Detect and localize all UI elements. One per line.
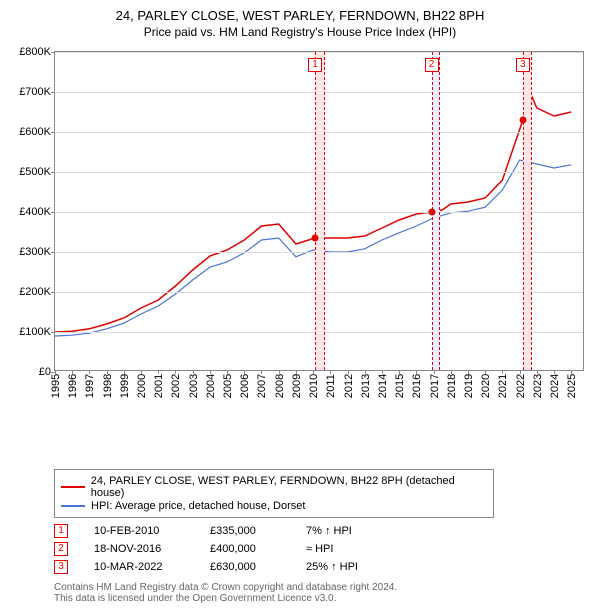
- footer-line2: This data is licensed under the Open Gov…: [54, 593, 554, 604]
- xtick-label: 2011: [321, 374, 337, 398]
- ytick-mark: [51, 292, 55, 293]
- sales-row: 2 18-NOV-2016 £400,000 ≈ HPI: [54, 542, 592, 556]
- ytick-mark: [51, 172, 55, 173]
- sale-price: £630,000: [210, 561, 280, 573]
- sale-date: 10-MAR-2022: [94, 561, 184, 573]
- sale-dot: [519, 117, 526, 124]
- chart-title-line1: 24, PARLEY CLOSE, WEST PARLEY, FERNDOWN,…: [8, 8, 592, 23]
- xtick-label: 2021: [493, 374, 509, 398]
- xtick-label: 2020: [476, 374, 492, 398]
- xtick-label: 2007: [252, 374, 268, 398]
- sale-diff: 7% ↑ HPI: [306, 525, 396, 537]
- xtick-label: 2018: [442, 374, 458, 398]
- sale-price: £335,000: [210, 525, 280, 537]
- xtick-label: 2013: [356, 374, 372, 398]
- plot-area: £0£100K£200K£300K£400K£500K£600K£700K£80…: [54, 51, 584, 371]
- xtick-label: 2010: [304, 374, 320, 398]
- ytick-mark: [51, 212, 55, 213]
- xtick-label: 2023: [528, 374, 544, 398]
- xtick-label: 1999: [115, 374, 131, 398]
- legend-swatch: [61, 486, 85, 488]
- xtick-label: 2025: [562, 374, 578, 398]
- sale-price: £400,000: [210, 543, 280, 555]
- legend-row: HPI: Average price, detached house, Dors…: [61, 500, 487, 512]
- xtick-label: 2012: [339, 374, 355, 398]
- shaded-band: [315, 52, 325, 370]
- xtick-label: 2002: [166, 374, 182, 398]
- footer-attribution: Contains HM Land Registry data © Crown c…: [54, 582, 554, 604]
- ytick-label: £500K: [19, 166, 55, 178]
- sale-number-box: 3: [54, 560, 68, 574]
- ytick-label: £400K: [19, 206, 55, 218]
- xtick-label: 2006: [235, 374, 251, 398]
- sale-dot: [428, 209, 435, 216]
- sale-diff: ≈ HPI: [306, 543, 396, 555]
- ytick-mark: [51, 252, 55, 253]
- xtick-label: 1996: [63, 374, 79, 398]
- ytick-label: £100K: [19, 326, 55, 338]
- xtick-label: 1998: [98, 374, 114, 398]
- marker-box: 3: [516, 58, 530, 72]
- sale-number-box: 2: [54, 542, 68, 556]
- legend-swatch: [61, 505, 85, 507]
- ytick-mark: [51, 92, 55, 93]
- legend-box: 24, PARLEY CLOSE, WEST PARLEY, FERNDOWN,…: [54, 469, 494, 518]
- ytick-label: £800K: [19, 46, 55, 58]
- series-line-hpi: [55, 160, 571, 336]
- xtick-label: 2024: [545, 374, 561, 398]
- sales-row: 1 10-FEB-2010 £335,000 7% ↑ HPI: [54, 524, 592, 538]
- xtick-label: 2003: [184, 374, 200, 398]
- legend-label: HPI: Average price, detached house, Dors…: [91, 500, 305, 512]
- xtick-label: 2015: [390, 374, 406, 398]
- ytick-mark: [51, 332, 55, 333]
- xtick-label: 2022: [511, 374, 527, 398]
- ytick-label: £200K: [19, 286, 55, 298]
- xtick-label: 1997: [80, 374, 96, 398]
- sales-table: 1 10-FEB-2010 £335,000 7% ↑ HPI 2 18-NOV-2016…: [54, 524, 592, 574]
- sale-date: 18-NOV-2016: [94, 543, 184, 555]
- marker-box: 2: [425, 58, 439, 72]
- chart-container: £0£100K£200K£300K£400K£500K£600K£700K£80…: [8, 47, 592, 427]
- xtick-label: 2017: [425, 374, 441, 398]
- xtick-label: 2000: [132, 374, 148, 398]
- ytick-label: £700K: [19, 86, 55, 98]
- xtick-label: 2005: [218, 374, 234, 398]
- chart-title-line2: Price paid vs. HM Land Registry's House …: [8, 25, 592, 39]
- sale-date: 10-FEB-2010: [94, 525, 184, 537]
- ytick-mark: [51, 132, 55, 133]
- footer-line1: Contains HM Land Registry data © Crown c…: [54, 582, 554, 593]
- sale-number-box: 1: [54, 524, 68, 538]
- ytick-label: £300K: [19, 246, 55, 258]
- legend-row: 24, PARLEY CLOSE, WEST PARLEY, FERNDOWN,…: [61, 475, 487, 499]
- xtick-label: 1995: [46, 374, 62, 398]
- shaded-band: [523, 52, 532, 370]
- xtick-label: 2016: [407, 374, 423, 398]
- sale-dot: [312, 235, 319, 242]
- xtick-label: 2008: [270, 374, 286, 398]
- xtick-label: 2009: [287, 374, 303, 398]
- ytick-mark: [51, 52, 55, 53]
- xtick-label: 2019: [459, 374, 475, 398]
- xtick-label: 2001: [149, 374, 165, 398]
- marker-box: 1: [308, 58, 322, 72]
- xtick-label: 2004: [201, 374, 217, 398]
- xtick-label: 2014: [373, 374, 389, 398]
- ytick-label: £600K: [19, 126, 55, 138]
- sale-diff: 25% ↑ HPI: [306, 561, 396, 573]
- legend-label: 24, PARLEY CLOSE, WEST PARLEY, FERNDOWN,…: [91, 475, 487, 499]
- sales-row: 3 10-MAR-2022 £630,000 25% ↑ HPI: [54, 560, 592, 574]
